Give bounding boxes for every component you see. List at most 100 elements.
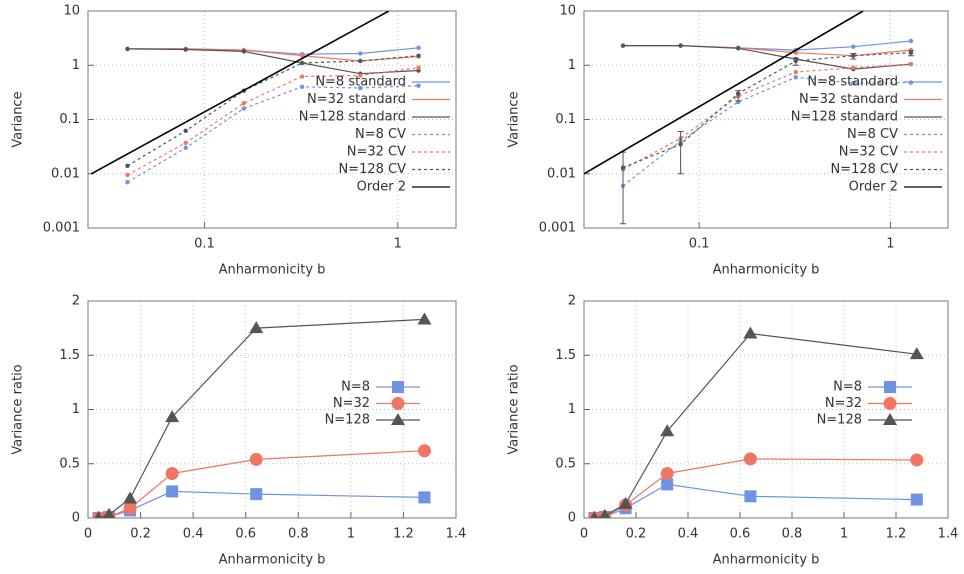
point [165, 467, 179, 481]
chart: 0 0.2 0.4 0.6 0.8 1 1.2 1.4 0 0.5 1 1.5 2 Anharmonici… [507, 294, 959, 568]
point [123, 491, 138, 504]
series-line [622, 76, 911, 187]
y-tick-label: 0.1 [555, 112, 576, 127]
point [660, 467, 674, 481]
point [417, 444, 431, 458]
series-line [127, 67, 419, 176]
point [416, 65, 421, 70]
point [249, 452, 263, 466]
chart: 0.1 1 0.001 0.01 0.1 1 10 Anharmonicity b Varian… [11, 4, 457, 278]
x-tick-label: 1 [886, 237, 894, 252]
point [909, 347, 924, 360]
legend-marker [884, 381, 896, 393]
chart: 0 0.2 0.4 0.6 0.8 1 1.2 1.4 0 0.5 1 1.5 2 Anharmonici… [11, 294, 467, 568]
legend-label: N=8 standard [807, 75, 898, 90]
point [851, 53, 856, 58]
legend-marker [392, 381, 404, 393]
point [183, 140, 188, 146]
plot-frame [583, 300, 949, 519]
y-tick-label: 1.5 [555, 348, 576, 363]
series-line [622, 63, 911, 171]
legend-label: N=32 standard [799, 92, 898, 107]
point [620, 165, 626, 170]
point [125, 172, 130, 178]
series-line [584, 11, 864, 175]
point [735, 91, 741, 96]
point [678, 43, 683, 48]
y-axis-label: Variance [11, 91, 26, 147]
legend-label: N=8 CV [355, 127, 406, 142]
y-tick-label: 1 [568, 58, 576, 73]
y-tick-label: 0.5 [59, 456, 80, 471]
x-tick-label: 1 [840, 527, 848, 542]
point [241, 106, 247, 111]
point [299, 53, 305, 58]
plot-area [90, 11, 421, 185]
y-tick-label: 10 [559, 4, 576, 19]
y-tick-label: 0.001 [43, 221, 80, 236]
point [793, 75, 798, 80]
y-tick-label: 0.001 [539, 221, 576, 236]
legend-label: N=128 CV [338, 162, 406, 177]
legend-label: N=128 standard [299, 110, 406, 125]
point [125, 46, 130, 52]
legend-marker [883, 397, 897, 410]
y-tick-label: 2 [568, 294, 576, 309]
y-tick-label: 0.01 [547, 166, 576, 181]
y-axis-label: Variance ratio [507, 364, 522, 454]
plot-frame [583, 10, 949, 229]
series-line [127, 55, 419, 167]
x-tick-label: 1.4 [446, 527, 467, 542]
series-line [127, 48, 419, 75]
point [735, 46, 741, 51]
point [661, 478, 674, 491]
error-bar [620, 151, 627, 225]
error-bar [677, 131, 684, 175]
legend-label: N=32 CV [347, 145, 406, 160]
point [183, 47, 188, 52]
legend-label: N=8 standard [315, 75, 406, 90]
y-tick-label: 0.01 [51, 166, 80, 181]
point [910, 453, 924, 467]
legend-label: N=8 [341, 380, 370, 395]
point [103, 507, 116, 518]
x-tick-label: 0 [84, 527, 92, 542]
point [744, 490, 757, 503]
legend-label: N=128 CV [830, 162, 898, 177]
y-tick-label: 1 [568, 402, 576, 417]
y-tick-label: 0 [568, 511, 576, 526]
point [183, 128, 188, 133]
legend: N=8N=32 N=128 [325, 380, 420, 428]
y-tick-label: 0.5 [555, 456, 576, 471]
x-tick-label: 0.4 [678, 527, 699, 542]
point [358, 73, 363, 78]
point [793, 69, 798, 75]
point [590, 511, 599, 518]
point [299, 84, 305, 90]
point [241, 100, 247, 106]
point [125, 179, 130, 185]
point [416, 83, 421, 88]
x-tick-label: 0.1 [689, 237, 710, 252]
point [123, 501, 137, 515]
point [241, 49, 247, 54]
series-line [622, 52, 911, 169]
point [299, 74, 305, 79]
x-tick-label: 0.4 [183, 527, 204, 542]
y-tick-label: 1.5 [59, 348, 80, 363]
x-tick-label: 0.2 [130, 527, 151, 542]
point [618, 496, 633, 509]
series-line [90, 11, 390, 175]
plot-frame [87, 300, 457, 519]
point [660, 424, 675, 437]
point [166, 485, 179, 498]
point [910, 493, 923, 506]
point [416, 45, 421, 50]
point [417, 312, 432, 325]
point [599, 508, 611, 518]
x-tick-label: 0.8 [288, 527, 309, 542]
point [249, 321, 264, 334]
legend-label: N=32 [333, 396, 370, 411]
